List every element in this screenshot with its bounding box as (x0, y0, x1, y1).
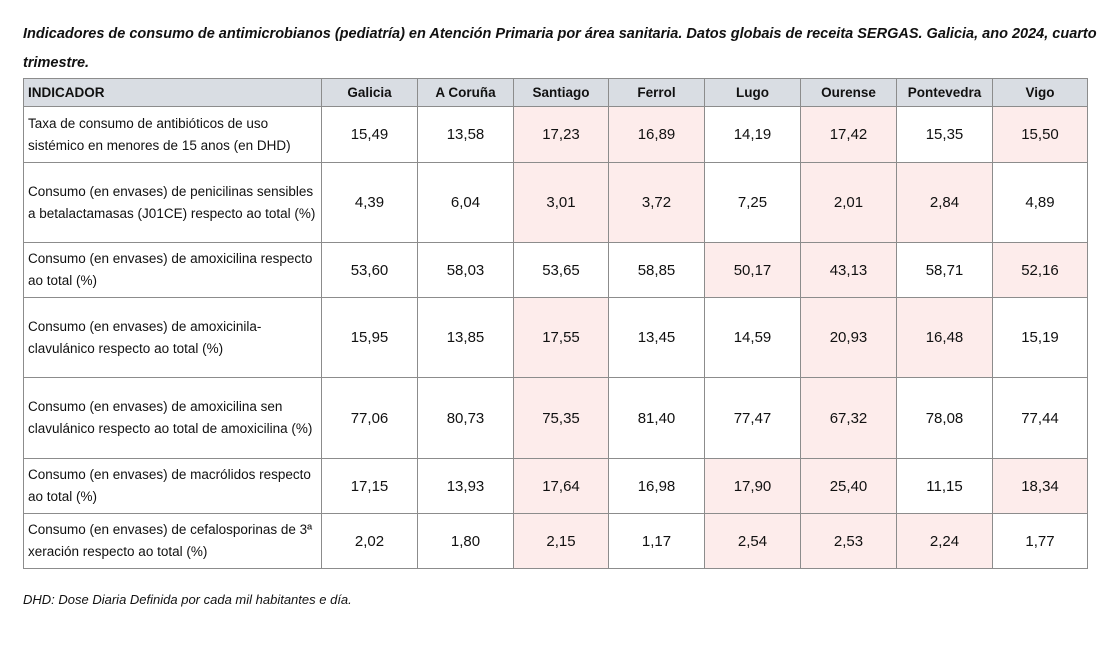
value-cell-lugo: 17,90 (704, 458, 801, 514)
value-cell-ferrol: 58,85 (608, 242, 705, 298)
value-cell-ourense: 67,32 (800, 377, 897, 459)
value-cell-galicia: 15,49 (321, 106, 418, 163)
column-header-a-coruna: A Coruña (417, 78, 514, 107)
value-cell-a-coruna: 6,04 (417, 162, 514, 243)
value-cell-pontevedra: 11,15 (896, 458, 993, 514)
value-cell-pontevedra: 16,48 (896, 297, 993, 378)
indicator-label: Consumo (en envases) de amoxicilina resp… (23, 242, 322, 298)
column-header-galicia: Galicia (321, 78, 418, 107)
value-cell-a-coruna: 13,93 (417, 458, 514, 514)
value-cell-a-coruna: 13,85 (417, 297, 514, 378)
indicator-label: Consumo (en envases) de penicilinas sens… (23, 162, 322, 243)
value-cell-vigo: 18,34 (992, 458, 1088, 514)
table-title: Indicadores de consumo de antimicrobiano… (23, 26, 1097, 71)
value-cell-a-coruna: 13,58 (417, 106, 514, 163)
value-cell-ferrol: 81,40 (608, 377, 705, 459)
value-cell-ourense: 2,53 (800, 513, 897, 569)
value-cell-pontevedra: 2,24 (896, 513, 993, 569)
value-cell-ourense: 17,42 (800, 106, 897, 163)
value-cell-lugo: 7,25 (704, 162, 801, 243)
value-cell-santiago: 17,55 (513, 297, 609, 378)
column-header-vigo: Vigo (992, 78, 1088, 107)
value-cell-lugo: 14,19 (704, 106, 801, 163)
value-cell-vigo: 52,16 (992, 242, 1088, 298)
value-cell-a-coruna: 80,73 (417, 377, 514, 459)
value-cell-vigo: 77,44 (992, 377, 1088, 459)
table-row: Consumo (en envases) de amoxicinila-clav… (23, 297, 1088, 378)
value-cell-pontevedra: 2,84 (896, 162, 993, 243)
value-cell-lugo: 2,54 (704, 513, 801, 569)
table-row: Consumo (en envases) de penicilinas sens… (23, 162, 1088, 243)
value-cell-santiago: 75,35 (513, 377, 609, 459)
value-cell-ferrol: 16,98 (608, 458, 705, 514)
value-cell-vigo: 15,50 (992, 106, 1088, 163)
value-cell-ferrol: 16,89 (608, 106, 705, 163)
value-cell-ourense: 20,93 (800, 297, 897, 378)
indicator-label: Consumo (en envases) de amoxicilina sen … (23, 377, 322, 459)
value-cell-galicia: 17,15 (321, 458, 418, 514)
value-cell-vigo: 1,77 (992, 513, 1088, 569)
value-cell-ourense: 25,40 (800, 458, 897, 514)
value-cell-pontevedra: 15,35 (896, 106, 993, 163)
value-cell-lugo: 14,59 (704, 297, 801, 378)
footnote: DHD: Dose Diaria Definida por cada mil h… (23, 592, 352, 607)
value-cell-santiago: 53,65 (513, 242, 609, 298)
table-row: Consumo (en envases) de cefalosporinas d… (23, 513, 1088, 569)
table-row: Consumo (en envases) de amoxicilina sen … (23, 377, 1088, 459)
value-cell-santiago: 17,64 (513, 458, 609, 514)
value-cell-santiago: 3,01 (513, 162, 609, 243)
column-header-ourense: Ourense (800, 78, 897, 107)
value-cell-lugo: 50,17 (704, 242, 801, 298)
value-cell-ferrol: 13,45 (608, 297, 705, 378)
value-cell-galicia: 53,60 (321, 242, 418, 298)
value-cell-vigo: 15,19 (992, 297, 1088, 378)
indicator-label: Consumo (en envases) de cefalosporinas d… (23, 513, 322, 569)
value-cell-a-coruna: 58,03 (417, 242, 514, 298)
column-header-lugo: Lugo (704, 78, 801, 107)
indicator-label: Taxa de consumo de antibióticos de uso s… (23, 106, 322, 163)
column-header-pontevedra: Pontevedra (896, 78, 993, 107)
value-cell-santiago: 17,23 (513, 106, 609, 163)
column-header-santiago: Santiago (513, 78, 609, 107)
value-cell-a-coruna: 1,80 (417, 513, 514, 569)
table-row: Consumo (en envases) de amoxicilina resp… (23, 242, 1088, 298)
table-row: Consumo (en envases) de macrólidos respe… (23, 458, 1088, 514)
value-cell-ferrol: 1,17 (608, 513, 705, 569)
value-cell-ourense: 43,13 (800, 242, 897, 298)
value-cell-santiago: 2,15 (513, 513, 609, 569)
value-cell-galicia: 15,95 (321, 297, 418, 378)
value-cell-galicia: 4,39 (321, 162, 418, 243)
value-cell-pontevedra: 78,08 (896, 377, 993, 459)
value-cell-galicia: 77,06 (321, 377, 418, 459)
table-row: Taxa de consumo de antibióticos de uso s… (23, 106, 1088, 163)
value-cell-ourense: 2,01 (800, 162, 897, 243)
indicator-label: Consumo (en envases) de macrólidos respe… (23, 458, 322, 514)
value-cell-galicia: 2,02 (321, 513, 418, 569)
value-cell-pontevedra: 58,71 (896, 242, 993, 298)
indicator-label: Consumo (en envases) de amoxicinila-clav… (23, 297, 322, 378)
value-cell-ferrol: 3,72 (608, 162, 705, 243)
value-cell-vigo: 4,89 (992, 162, 1088, 243)
header-row: INDICADOR Galicia A Coruña Santiago Ferr… (23, 78, 1088, 107)
column-header-ferrol: Ferrol (608, 78, 705, 107)
value-cell-lugo: 77,47 (704, 377, 801, 459)
indicators-table: INDICADOR Galicia A Coruña Santiago Ferr… (23, 78, 1088, 569)
column-header-indicador: INDICADOR (23, 78, 322, 107)
